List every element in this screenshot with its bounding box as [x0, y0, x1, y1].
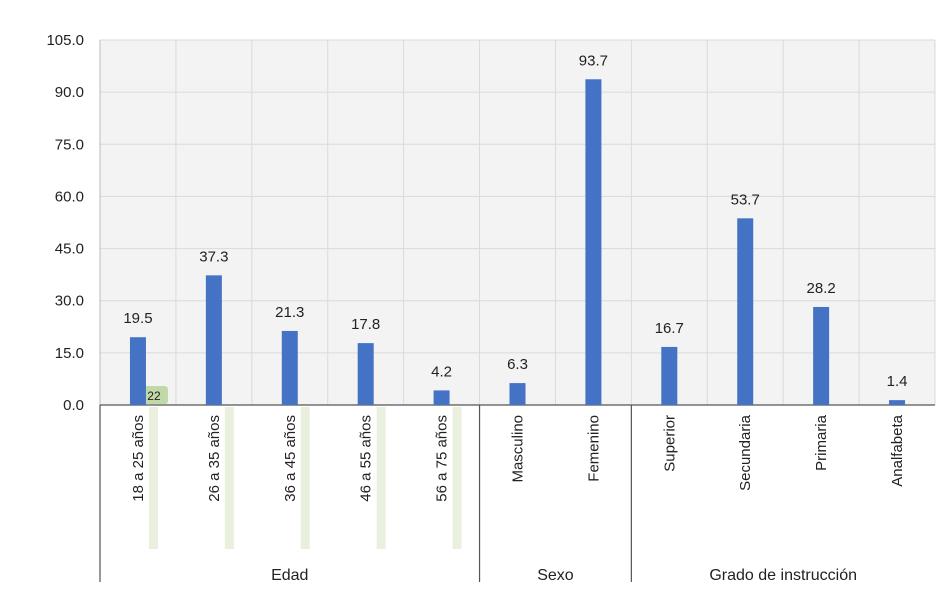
x-tick-label: 36 a 45 años [282, 415, 299, 502]
group-label: Edad [271, 567, 308, 584]
y-tick-label: 30.0 [55, 293, 84, 310]
label-highlight [224, 407, 234, 549]
data-label: 4.2 [431, 363, 452, 380]
label-highlight [376, 407, 386, 549]
data-label: 17.8 [351, 316, 380, 333]
x-tick-label: Femenino [585, 415, 602, 482]
x-tick-label: Secundaria [737, 414, 754, 491]
data-label: 37.3 [199, 248, 228, 265]
data-label: 93.7 [579, 52, 608, 69]
bar [813, 306, 830, 405]
data-label: 1.4 [887, 373, 908, 390]
y-tick-label: 15.0 [55, 345, 84, 362]
bar [357, 343, 374, 405]
bar [129, 337, 146, 405]
data-label: 16.7 [655, 320, 684, 337]
bar [737, 218, 754, 405]
y-tick-label: 45.0 [55, 241, 84, 258]
data-label: 53.7 [731, 191, 760, 208]
annotation-badge [140, 386, 168, 404]
label-highlight [300, 407, 310, 549]
data-label: 28.2 [807, 280, 836, 297]
x-tick-label: 18 a 25 años [130, 415, 147, 502]
bar [433, 390, 450, 405]
label-highlight [452, 407, 462, 549]
x-tick-label: Superior [661, 415, 678, 472]
bar [889, 400, 906, 405]
bar [509, 383, 526, 405]
y-tick-label: 75.0 [55, 136, 84, 153]
data-label: 19.5 [123, 310, 152, 327]
bar [661, 346, 678, 405]
group-label: Grado de instrucción [709, 567, 857, 584]
y-tick-label: 90.0 [55, 84, 84, 101]
label-highlight [148, 407, 158, 549]
x-tick-label: Primaria [813, 414, 830, 470]
data-label: 21.3 [275, 304, 304, 321]
y-tick-label: 105.0 [46, 32, 84, 49]
y-tick-label: 60.0 [55, 188, 84, 205]
x-tick-label: Masculino [510, 415, 527, 483]
group-label: Sexo [537, 567, 574, 584]
bar [585, 79, 602, 406]
data-label: 6.3 [507, 356, 528, 373]
x-tick-label: 46 a 55 años [358, 415, 375, 502]
bar [205, 275, 222, 405]
bar [281, 330, 298, 405]
x-tick-label: 26 a 35 años [206, 415, 223, 502]
x-tick-label: 56 a 75 años [434, 415, 451, 502]
x-tick-label: Analfabeta [889, 414, 906, 486]
annotation-label: 22 [147, 389, 161, 403]
y-tick-label: 0.0 [63, 397, 84, 414]
plot-area [100, 40, 935, 405]
